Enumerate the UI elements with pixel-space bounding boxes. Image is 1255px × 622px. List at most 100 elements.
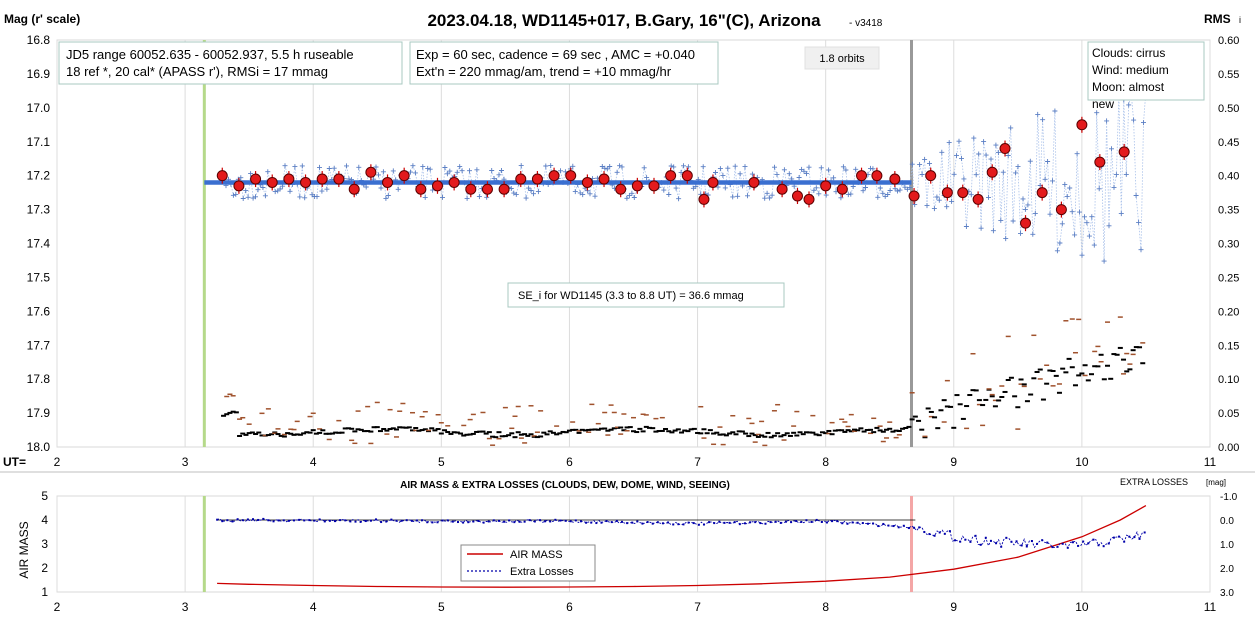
rms-brown-point [701,437,707,439]
extra-loss-point [892,525,895,528]
rms-brown-point [515,405,521,408]
extra-loss-point [1077,544,1080,547]
extra-loss-point [677,523,680,526]
rms-point [259,434,265,437]
rms-point [576,431,582,434]
extra-loss-point [559,519,562,522]
rms-brown-point [829,421,835,424]
rms-point [688,428,694,431]
raw-point [1003,236,1009,242]
rms-brown-point [611,411,617,414]
rms-brown-point [717,426,723,428]
rms-point [932,416,938,419]
rms-point [778,435,784,438]
raw-point [230,192,236,198]
rms-point [486,431,492,434]
rms-point [880,430,886,433]
raw-point [467,168,472,174]
raw-point [1104,118,1110,124]
rms-point [445,431,451,434]
rms-point [1140,362,1146,365]
raw-point [277,186,283,192]
rms-point [416,429,422,432]
raw-point [385,193,391,198]
rms-brown-point [868,432,874,435]
extra-loss-point [733,521,736,524]
raw-point [464,195,470,201]
extra-loss-point [620,520,623,523]
extra-loss-point [713,522,716,525]
rms-point [566,429,572,432]
raw-point [260,185,266,190]
rms-point [739,430,745,433]
rms-point [938,409,944,412]
raw-point [356,164,362,170]
rms-point [554,433,560,436]
rms-point [733,433,739,436]
rms-point [323,432,329,435]
raw-point [299,163,305,169]
rms-brown-point [554,425,560,427]
extra-loss-point [918,526,921,529]
rms-point [727,432,733,435]
extra-loss-point [497,519,500,522]
rms-brown-point [842,421,848,423]
extra-loss-point [784,520,787,523]
rms-point [698,432,704,435]
extra-loss-point [600,521,603,524]
rms-point [787,434,793,437]
extra-loss-point [1066,546,1069,549]
rms-point [928,410,934,413]
rms-point [586,428,592,431]
rms-point [666,430,672,433]
binned-point [748,176,760,188]
extra-loss-point [323,520,326,523]
extra-loss-point [272,520,275,523]
raw-point [845,192,851,198]
rms-brown-point [534,431,540,433]
raw-point [572,189,578,195]
raw-point [988,156,994,162]
raw-point [476,194,482,200]
extra-loss-point [241,519,244,522]
raw-point [1027,158,1033,164]
rms-point [679,431,685,434]
extra-loss-point [866,522,869,525]
rms-point [807,431,813,434]
raw-point [1025,202,1031,208]
extra-loss-point [385,520,388,523]
raw-point [499,168,504,173]
rms-point [1050,370,1056,373]
rms-point [224,413,230,416]
raw-point [1035,111,1041,117]
rms-brown-point [851,430,857,432]
extra-loss-point [252,518,255,521]
rms-point [643,425,649,428]
rms-point [659,429,665,432]
rms-point [730,431,736,434]
rms-point [1040,398,1046,401]
raw-point [745,193,750,199]
raw-point [604,166,610,172]
extra-loss-point [246,518,249,521]
rms-brown-point [397,410,403,412]
raw-point [1032,210,1038,216]
rms-brown-point [288,428,294,430]
raw-point [804,171,809,177]
rms-point [868,428,874,431]
binned-point [233,180,245,192]
raw-point [644,175,650,181]
extra-loss-point [318,518,321,521]
rms-brown-point [393,436,399,438]
extra-loss-point [923,531,926,534]
rms-point [269,433,275,436]
rms-brown-point [259,412,265,415]
raw-point [447,168,453,174]
raw-point [412,170,418,176]
rms-point [1133,346,1139,349]
binned-point [681,170,693,182]
raw-point [390,168,396,174]
raw-point [422,194,428,200]
y-tick-label: 17.9 [27,406,51,420]
x-tick-label: 3 [182,455,189,469]
